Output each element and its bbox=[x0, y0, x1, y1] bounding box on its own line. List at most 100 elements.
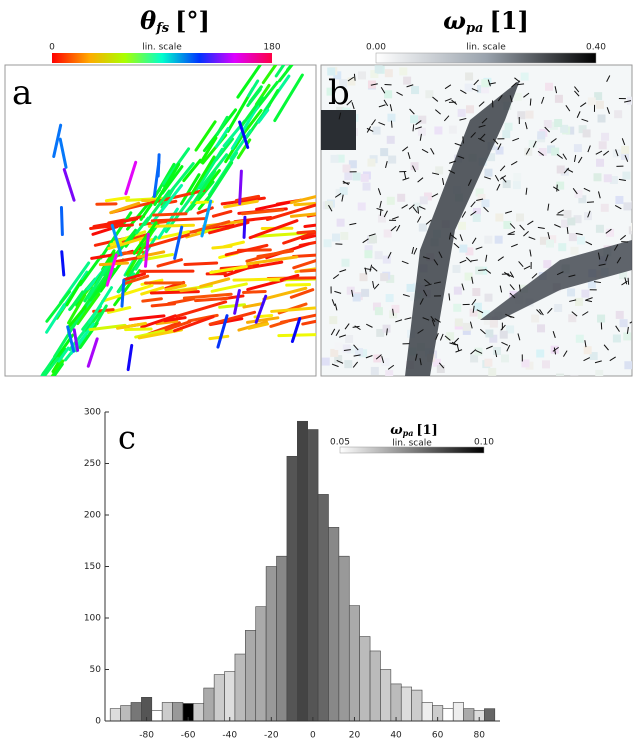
orientation-dash bbox=[441, 178, 445, 186]
pixel bbox=[595, 100, 604, 109]
pixel bbox=[419, 196, 428, 205]
orientation-dash bbox=[387, 251, 392, 259]
y-tick-label: 0 bbox=[95, 717, 101, 727]
pixel bbox=[333, 71, 342, 80]
orientation-dash bbox=[501, 341, 508, 346]
fiber bbox=[122, 274, 150, 286]
orientation-dash bbox=[470, 201, 476, 208]
pixel bbox=[623, 332, 632, 341]
pixel bbox=[473, 302, 482, 311]
fiber bbox=[149, 188, 206, 205]
pixel bbox=[397, 193, 406, 202]
orientation-dash bbox=[408, 204, 415, 210]
orientation-dash bbox=[378, 104, 386, 108]
orientation-dash bbox=[467, 179, 472, 186]
fiber bbox=[76, 292, 101, 325]
pixel bbox=[577, 236, 586, 245]
orientation-dash bbox=[577, 156, 583, 164]
orientation-dash bbox=[576, 111, 581, 118]
orientation-dash bbox=[395, 319, 403, 323]
fiber bbox=[245, 248, 290, 263]
orientation-dash bbox=[396, 91, 403, 96]
fiber bbox=[241, 289, 267, 294]
pixel bbox=[570, 246, 579, 255]
fiber bbox=[224, 243, 269, 257]
pixel bbox=[335, 188, 344, 197]
orientation-dash bbox=[509, 292, 516, 299]
orientation-dash bbox=[552, 331, 556, 338]
fiber bbox=[230, 104, 260, 150]
pixel bbox=[332, 233, 341, 242]
colorbar-note: lin. scale bbox=[466, 43, 506, 53]
fiber bbox=[299, 268, 316, 273]
orientation-dash bbox=[509, 271, 515, 278]
bar bbox=[380, 669, 392, 722]
histogram: 0 50 100 150 200 250 300 -80 -60 -40 -20 0 20 40 60 80 bbox=[84, 408, 500, 741]
pixel bbox=[593, 173, 602, 182]
fiber bbox=[166, 162, 195, 197]
orientation-dash bbox=[499, 285, 503, 293]
pixel bbox=[374, 307, 383, 316]
orientation-dash bbox=[517, 83, 525, 86]
orientation-dash bbox=[627, 277, 630, 285]
pixel bbox=[360, 173, 369, 182]
pixel bbox=[560, 124, 569, 133]
orientation-dash bbox=[509, 223, 516, 229]
bar bbox=[317, 494, 329, 722]
orientation-dash bbox=[457, 155, 465, 159]
orientation-dash bbox=[487, 79, 491, 87]
bar bbox=[276, 555, 288, 722]
fiber bbox=[59, 206, 64, 237]
pixel bbox=[556, 181, 565, 190]
orientation-dash bbox=[547, 203, 550, 211]
orientation-dash bbox=[556, 153, 563, 159]
bar bbox=[307, 429, 319, 722]
orientation-dash bbox=[603, 344, 609, 351]
pixel bbox=[347, 77, 356, 86]
orientation-dash bbox=[390, 120, 393, 128]
pixel bbox=[413, 202, 422, 211]
pixel bbox=[344, 172, 353, 181]
bar bbox=[411, 689, 423, 722]
fiber bbox=[197, 147, 224, 188]
orientation-dash bbox=[547, 307, 553, 314]
pixel bbox=[364, 245, 373, 254]
orientation-dash bbox=[473, 79, 479, 86]
fiber bbox=[124, 160, 138, 196]
orientation-dash bbox=[532, 140, 537, 148]
orientation-dash bbox=[475, 349, 483, 354]
orientation-dash bbox=[531, 273, 538, 279]
pixel bbox=[612, 334, 621, 343]
x-tick-label: -40 bbox=[222, 731, 237, 741]
orientation-dash bbox=[565, 105, 571, 112]
orientation-dash bbox=[444, 98, 452, 102]
y-tick-label: 50 bbox=[90, 665, 102, 675]
orientation-dash bbox=[349, 222, 357, 226]
bar bbox=[369, 650, 381, 722]
pixel bbox=[595, 369, 604, 376]
fiber bbox=[113, 255, 143, 264]
fiber bbox=[88, 286, 113, 324]
orientation-dash bbox=[419, 133, 422, 141]
fiber bbox=[132, 221, 158, 255]
fiber bbox=[69, 290, 85, 311]
pixel bbox=[517, 111, 526, 120]
orientation-dash bbox=[629, 321, 632, 324]
pixel bbox=[454, 318, 463, 327]
pixel bbox=[362, 182, 371, 191]
fiber bbox=[66, 325, 76, 353]
orientation-dash bbox=[459, 259, 467, 264]
legend-note: lin. scale bbox=[392, 439, 432, 449]
pixel bbox=[377, 214, 386, 223]
orientation-dash bbox=[499, 165, 506, 172]
orientation-dash bbox=[412, 165, 417, 173]
bar bbox=[338, 555, 350, 722]
fiber bbox=[282, 230, 316, 245]
pixel bbox=[560, 167, 569, 176]
pixel bbox=[598, 141, 607, 150]
pixel bbox=[435, 166, 444, 175]
fiber bbox=[152, 212, 188, 217]
fiber bbox=[234, 260, 284, 272]
orientation-dash bbox=[525, 148, 531, 155]
pixel bbox=[597, 314, 606, 323]
